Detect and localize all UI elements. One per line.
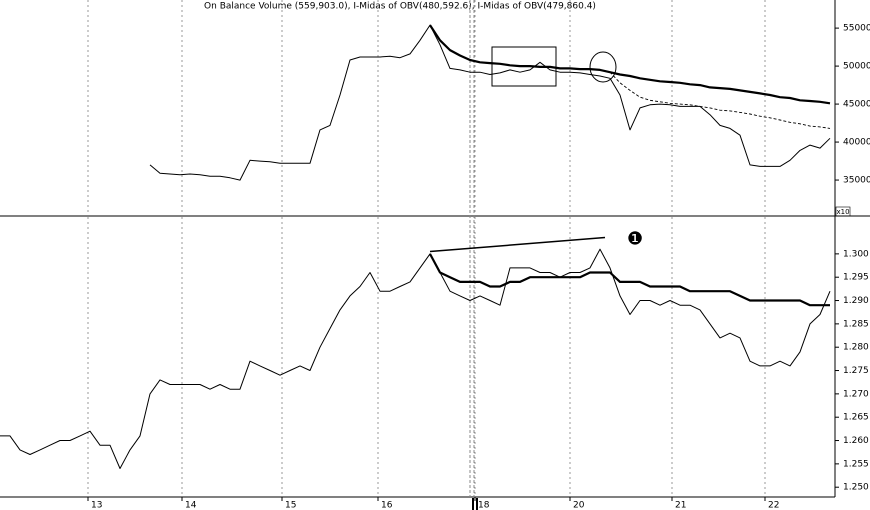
y-tick-label: 50000 [843,62,870,72]
x-tick-label: 21 [675,501,686,510]
scale-note: x10 [836,208,849,216]
y-tick-label: 45000 [843,100,870,110]
y-tick-label: 1.280 [843,343,869,353]
highlight-box [491,46,557,87]
annotation: ❶ [627,229,643,250]
x-tick-label: 16 [381,501,393,510]
session-marker [476,498,478,510]
y-tick-label: 35000 [843,176,870,186]
series-line [149,24,831,181]
highlight-circle [589,51,617,83]
series-line [0,248,831,469]
trendline [429,236,606,253]
x-tick-label: 20 [573,501,585,510]
x-tick-label: 15 [285,501,296,510]
x-tick-label: 22 [768,501,779,510]
x-tick-label: 18 [478,501,490,510]
y-tick-label: 40000 [843,138,870,148]
y-tick-label: 1.255 [843,459,869,469]
session-marker [472,498,474,510]
x-tick-label: 13 [91,501,102,510]
y-tick-label: 1.250 [843,483,869,493]
y-tick-label: 55000 [843,24,870,34]
series-line [599,69,831,129]
y-tick-label: 1.275 [843,366,869,376]
series-line [429,253,830,307]
y-tick-label: 1.300 [843,249,869,259]
y-tick-label: 1.290 [843,296,869,306]
y-tick-label: 1.265 [843,413,869,423]
chart-title: On Balance Volume (559,903.0), I-Midas o… [204,2,596,12]
series-line [429,24,831,105]
scale-box [835,206,851,217]
y-tick-label: 1.295 [843,273,869,283]
y-tick-label: 1.260 [843,436,869,446]
x-tick-label: 14 [185,501,197,510]
y-tick-label: 1.270 [843,389,869,399]
y-tick-label: 1.285 [843,319,869,329]
